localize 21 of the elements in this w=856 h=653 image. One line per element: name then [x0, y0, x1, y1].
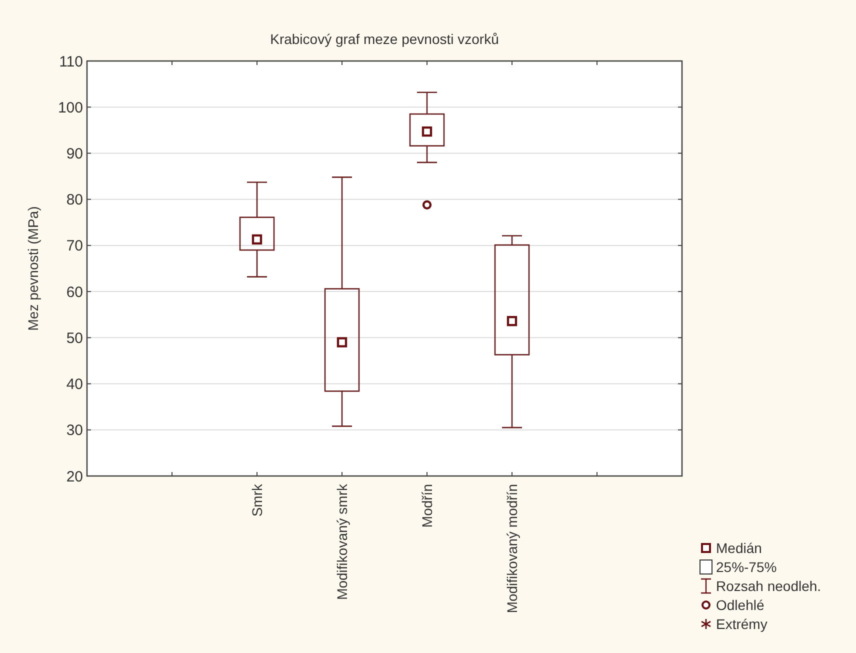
y-tick-label: 100 [58, 99, 83, 116]
y-tick-label: 70 [66, 238, 83, 255]
y-tick-label: 20 [66, 468, 83, 486]
y-axis-title: Mez pevnosti (MPa) [25, 206, 41, 331]
x-tick-label: Modifikovaný smrk [334, 483, 350, 600]
y-tick-label: 90 [66, 145, 83, 162]
text: Rozsah neodleh. [716, 578, 822, 594]
y-tick-label: 50 [66, 330, 83, 347]
y-tick-label: 80 [66, 192, 83, 209]
y-tick-label: 60 [66, 284, 83, 301]
y-tick-label: 110 [59, 53, 83, 70]
chart-title: Krabicový graf meze pevnosti vzorků [270, 31, 499, 47]
y-tick-label: 30 [66, 422, 83, 440]
text: Extrémy [716, 616, 768, 632]
text: 25%-75% [716, 558, 777, 575]
x-tick-label: Smrk [249, 483, 265, 517]
x-tick-label: Modifikovaný modřín [504, 484, 520, 614]
x-tick-label: Modřín [419, 484, 435, 528]
text: Odlehlé [716, 596, 764, 613]
text: Medián [716, 540, 762, 556]
y-tick-label: 40 [66, 376, 83, 394]
